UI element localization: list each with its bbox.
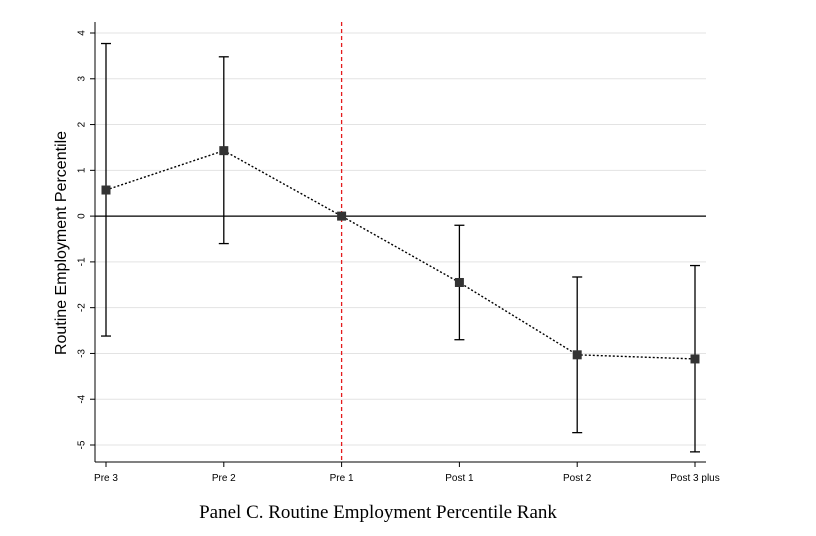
y-tick-label: -4 [77, 394, 88, 403]
data-point [454, 277, 464, 287]
x-tick-label: Post 3 plus [670, 473, 719, 484]
reference-lines [95, 22, 706, 462]
y-axis-title: Routine Employment Percentile [53, 131, 70, 355]
y-tick-label: 2 [77, 121, 88, 127]
x-tick-label: Post 1 [445, 473, 474, 484]
series-layer [101, 42, 700, 453]
axes: 4 3 2 1 0 -1 -2 -3 -4 -5 Pre 3 Pre 2 Pre 1 Post 1 Post… [77, 22, 720, 484]
series-line [105, 149, 696, 360]
y-tick-label: 3 [77, 76, 88, 82]
x-tick-label: Pre 1 [330, 473, 354, 484]
data-point [101, 185, 111, 195]
data-point [572, 350, 582, 360]
x-tick-label: Pre 3 [94, 473, 118, 484]
x-tick-label: Pre 2 [212, 473, 236, 484]
x-tick-label: Post 2 [563, 473, 592, 484]
data-point [690, 354, 700, 364]
event-study-chart: 4 3 2 1 0 -1 -2 -3 -4 -5 Pre 3 Pre 2 Pre 1 Post 1 Post… [53, 22, 720, 484]
y-tick-label: -5 [77, 440, 88, 449]
data-point [337, 211, 347, 221]
y-tick-label: 1 [77, 167, 88, 173]
y-tick-label: -2 [77, 303, 88, 312]
y-tick-label: 4 [77, 30, 88, 36]
y-tick-label: -3 [77, 349, 88, 358]
panel-caption: Panel C. Routine Employment Percentile R… [199, 502, 557, 523]
y-tick-label: -1 [77, 257, 88, 266]
data-point [219, 146, 229, 156]
y-tick-label: 0 [77, 213, 88, 219]
gridlines [95, 32, 706, 446]
